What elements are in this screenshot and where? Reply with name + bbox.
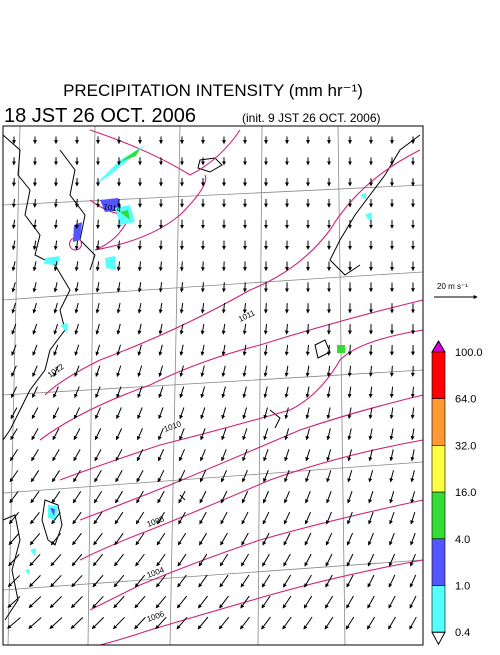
color-bar-segment	[432, 586, 445, 633]
wind-arrow	[224, 282, 225, 291]
map: 1014 1012 1011 1010 1008 1004 1006	[3, 126, 423, 645]
color-bar-segment	[432, 445, 445, 492]
wind-arrow	[266, 303, 267, 313]
wind-arrow	[392, 366, 393, 376]
color-bar-segment	[432, 399, 445, 446]
color-bar-label: 1.0	[455, 581, 470, 593]
wind-arrow	[182, 261, 183, 270]
color-bar-cap	[432, 632, 445, 644]
valid-time: 18 JST 26 OCT. 2006	[4, 105, 196, 127]
color-bar-label: 16.0	[455, 487, 476, 499]
wind-arrow	[14, 178, 15, 186]
wind-scale-label: 20 m s⁻¹	[437, 282, 468, 291]
color-bar: 100.0 64.0 32.0 16.0 4.0 1.0 0.4	[432, 341, 483, 644]
wind-arrow	[350, 345, 351, 355]
wind-arrow	[56, 199, 57, 207]
wind-arrow	[308, 324, 309, 334]
map-frame	[3, 126, 423, 645]
title: PRECIPITATION INTENSITY (mm hr⁻¹)	[63, 81, 363, 100]
color-bar-segment	[432, 492, 445, 539]
color-bar-segment	[432, 352, 445, 399]
wind-arrow	[140, 241, 141, 250]
wind-scale: 20 m s⁻¹	[434, 282, 477, 297]
color-bar-label: 32.0	[455, 440, 476, 452]
init-time: (init. 9 JST 26 OCT. 2006)	[242, 111, 381, 125]
color-bar-segment	[432, 539, 445, 586]
wind-arrow	[98, 220, 99, 229]
color-bar-label: 0.4	[455, 627, 470, 639]
color-bar-label: 64.0	[455, 394, 476, 406]
color-bar-cap	[432, 341, 445, 352]
color-bar-label: 4.0	[455, 534, 470, 546]
color-bar-label: 100.0	[455, 347, 483, 359]
